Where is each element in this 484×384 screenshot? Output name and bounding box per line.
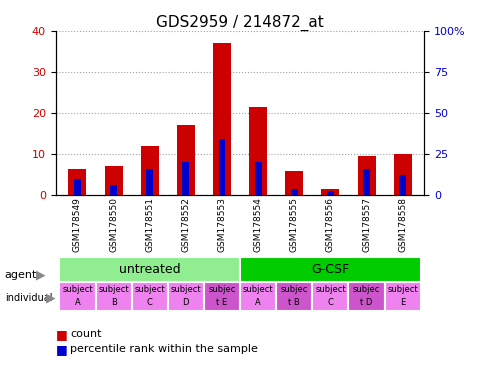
Text: count: count — [70, 329, 102, 339]
Text: subject: subject — [170, 285, 201, 295]
Bar — [285, 170, 302, 195]
Text: A: A — [255, 298, 260, 307]
Bar — [249, 107, 267, 195]
Text: ▶: ▶ — [45, 291, 55, 304]
Text: subject: subject — [315, 285, 345, 295]
Bar — [348, 281, 384, 311]
Text: GSM178557: GSM178557 — [362, 197, 370, 252]
Text: GSM178549: GSM178549 — [73, 197, 82, 252]
Bar — [177, 125, 195, 195]
Text: ▶: ▶ — [36, 268, 46, 281]
Bar — [321, 189, 339, 195]
Text: t B: t B — [288, 298, 300, 307]
Text: subject: subject — [62, 285, 92, 295]
Bar — [363, 169, 369, 195]
Text: agent: agent — [5, 270, 37, 280]
Text: subject: subject — [134, 285, 165, 295]
Text: ■: ■ — [56, 343, 67, 356]
Text: subject: subject — [242, 285, 273, 295]
Bar — [254, 162, 261, 195]
Bar — [240, 257, 420, 281]
Text: individual: individual — [5, 293, 52, 303]
Bar — [203, 281, 240, 311]
Bar — [105, 167, 122, 195]
Text: subject: subject — [387, 285, 417, 295]
Bar — [326, 191, 333, 195]
Bar — [68, 169, 86, 195]
Bar — [146, 169, 153, 195]
Bar — [212, 43, 230, 195]
Text: t D: t D — [360, 298, 372, 307]
Text: C: C — [327, 298, 333, 307]
Text: GSM178558: GSM178558 — [397, 197, 407, 252]
Bar — [240, 281, 276, 311]
Bar — [140, 146, 158, 195]
Bar — [384, 281, 420, 311]
Text: ■: ■ — [56, 328, 67, 341]
Text: GSM178556: GSM178556 — [325, 197, 334, 252]
Bar — [131, 281, 167, 311]
Bar — [393, 154, 411, 195]
Text: G-CSF: G-CSF — [311, 263, 349, 276]
Text: GSM178555: GSM178555 — [289, 197, 298, 252]
Text: GSM178551: GSM178551 — [145, 197, 154, 252]
Text: D: D — [182, 298, 189, 307]
Text: subjec: subjec — [280, 285, 307, 295]
Text: subject: subject — [98, 285, 129, 295]
Text: GSM178553: GSM178553 — [217, 197, 226, 252]
Bar — [59, 281, 95, 311]
Text: B: B — [110, 298, 116, 307]
Bar — [312, 281, 348, 311]
Text: E: E — [399, 298, 405, 307]
Bar — [74, 179, 81, 195]
Text: subjec: subjec — [352, 285, 379, 295]
Text: GSM178552: GSM178552 — [181, 197, 190, 252]
Bar — [95, 281, 131, 311]
Text: untreated: untreated — [119, 263, 180, 276]
Text: A: A — [75, 298, 80, 307]
Bar — [357, 156, 375, 195]
Bar — [182, 162, 189, 195]
Text: t E: t E — [216, 298, 227, 307]
Text: percentile rank within the sample: percentile rank within the sample — [70, 344, 257, 354]
Bar — [398, 175, 405, 195]
Text: GSM178554: GSM178554 — [253, 197, 262, 252]
Bar — [167, 281, 203, 311]
Bar — [110, 185, 117, 195]
Bar — [218, 139, 225, 195]
Text: GSM178550: GSM178550 — [109, 197, 118, 252]
Bar — [59, 257, 240, 281]
Bar — [276, 281, 312, 311]
Title: GDS2959 / 214872_at: GDS2959 / 214872_at — [156, 15, 323, 31]
Text: C: C — [147, 298, 152, 307]
Text: subjec: subjec — [208, 285, 235, 295]
Bar — [290, 189, 297, 195]
